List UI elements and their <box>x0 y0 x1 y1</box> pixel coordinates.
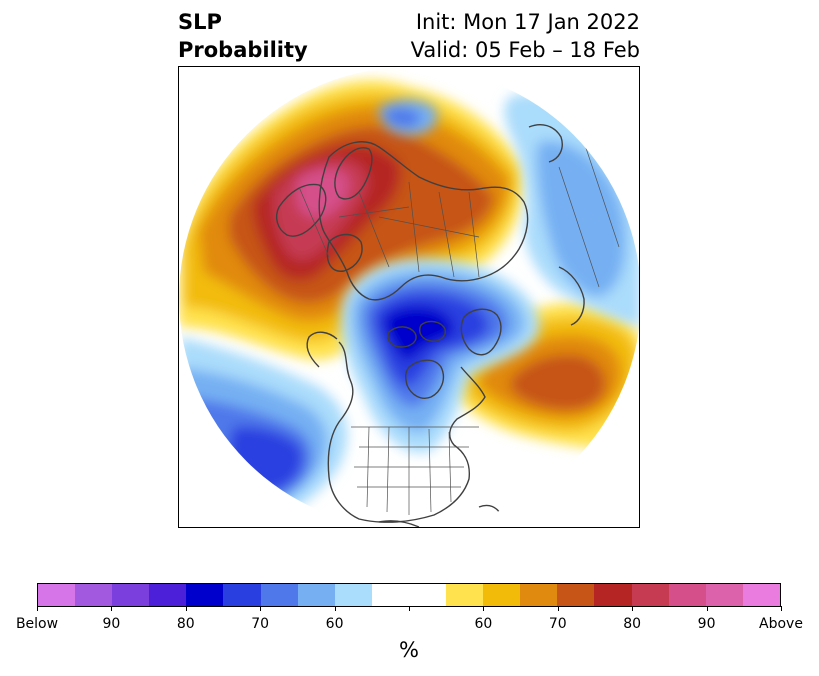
colorbar-tick <box>781 606 782 611</box>
colorbar-tick-label: 70 <box>251 616 270 632</box>
colorbar-tick <box>632 606 634 611</box>
colorbar-segment <box>334 584 372 606</box>
colorbar-segment <box>742 584 780 606</box>
colorbar-tick-label: Below <box>15 616 59 632</box>
valid-range: Valid: 05 Feb – 18 Feb <box>410 38 640 62</box>
colorbar-tick-label: 70 <box>548 616 567 632</box>
colorbar-tick <box>483 606 485 611</box>
colorbar-tick-label: 90 <box>697 616 716 632</box>
title-kind: Probability <box>178 38 308 62</box>
colorbar-segment <box>297 584 335 606</box>
colorbar-segment <box>38 584 76 606</box>
colorbar-segment <box>260 584 298 606</box>
map-panel <box>178 66 640 528</box>
colorbar-segment <box>75 584 113 606</box>
colorbar-segment <box>483 584 521 606</box>
colorbar-tick-label: 60 <box>474 616 493 632</box>
colorbar-tick <box>260 606 262 611</box>
colorbar-segment <box>557 584 595 606</box>
colorbar-tick-label: 80 <box>176 616 195 632</box>
init-date: Init: Mon 17 Jan 2022 <box>415 10 640 34</box>
arctic-below-anomaly <box>340 258 540 453</box>
colorbar-segment <box>186 584 224 606</box>
colorbar-segment <box>631 584 669 606</box>
colorbar-tick <box>111 606 113 611</box>
eurasia-above-anomaly <box>179 79 525 361</box>
colorbar-segment <box>705 584 743 606</box>
colorbar-tick <box>185 606 187 611</box>
colorbar-segment <box>149 584 187 606</box>
colorbar-tick <box>409 606 410 611</box>
colorbar-tick-label: 80 <box>623 616 642 632</box>
colorbar-segment <box>223 584 261 606</box>
title-variable: SLP <box>178 10 222 34</box>
colorbar-segment <box>520 584 558 606</box>
slp-probability-map <box>179 67 639 527</box>
coastlines <box>275 124 585 527</box>
colorbar-unit-label: % <box>399 638 419 662</box>
colorbar <box>37 583 781 607</box>
colorbar-segment <box>594 584 632 606</box>
colorbar-tick-label: 90 <box>102 616 121 632</box>
colorbar-tick <box>37 606 38 611</box>
map-title: SLP Probability <box>178 8 308 64</box>
colorbar-tick <box>557 606 559 611</box>
colorbar-tick-label: Above <box>759 616 803 632</box>
colorbar-tick <box>706 606 708 611</box>
colorbar-tick <box>334 606 336 611</box>
colorbar-segment <box>371 584 409 606</box>
colorbar-segment <box>446 584 484 606</box>
colorbar-segment <box>668 584 706 606</box>
colorbar-segment <box>112 584 150 606</box>
colorbar-tick-label: 60 <box>325 616 344 632</box>
country-borders <box>298 126 620 515</box>
map-dates: Init: Mon 17 Jan 2022 Valid: 05 Feb – 18… <box>411 8 640 64</box>
colorbar-segment <box>408 584 447 606</box>
